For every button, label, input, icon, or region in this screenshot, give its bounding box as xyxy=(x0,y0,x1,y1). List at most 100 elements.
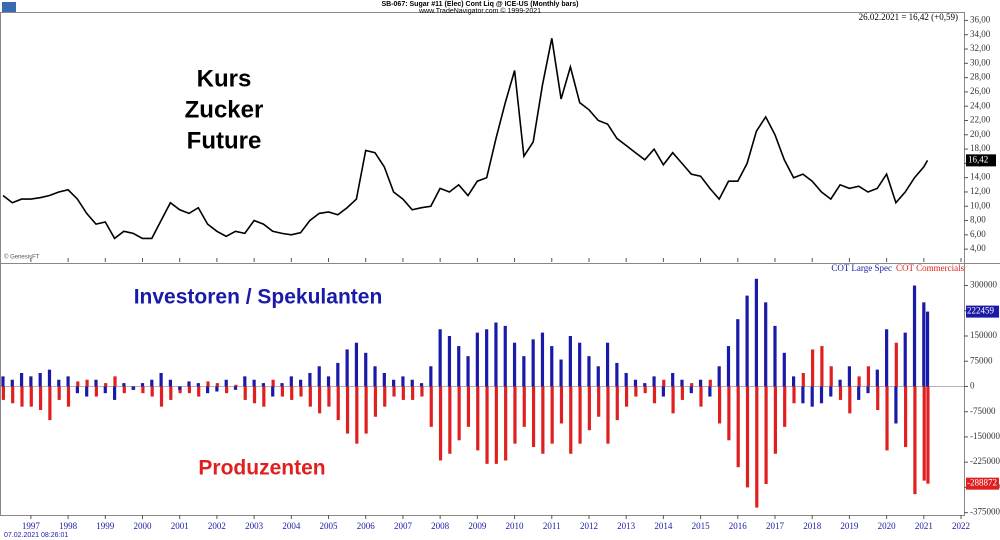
bar xyxy=(652,376,656,387)
x-tick-label: 2019 xyxy=(840,521,859,531)
bar xyxy=(587,386,591,431)
bar xyxy=(764,302,768,387)
x-tick-label: 2007 xyxy=(394,521,413,531)
legend-entry: COT Large Spec xyxy=(831,263,892,273)
bar xyxy=(559,359,563,387)
bar xyxy=(671,386,675,414)
bar xyxy=(299,386,303,397)
bar xyxy=(494,322,498,387)
bar xyxy=(354,342,359,387)
bar xyxy=(150,379,154,387)
bar xyxy=(410,379,414,387)
bar xyxy=(224,379,228,387)
bar xyxy=(466,356,470,387)
bar xyxy=(373,366,377,387)
y-tick-label: 0 xyxy=(970,381,975,391)
bar xyxy=(885,386,889,451)
bar xyxy=(262,386,266,407)
bar xyxy=(698,379,703,387)
x-tick-label: 2014 xyxy=(654,521,673,531)
bar xyxy=(783,386,787,427)
y-tick-label: 32,00 xyxy=(970,43,991,53)
bar xyxy=(150,386,154,397)
bar xyxy=(419,383,424,387)
bar xyxy=(289,376,293,387)
bar xyxy=(122,383,126,387)
bar xyxy=(457,386,461,441)
x-tick-label: 2008 xyxy=(431,521,450,531)
bar xyxy=(680,386,684,400)
bar xyxy=(597,386,601,417)
bar xyxy=(690,383,694,387)
bar xyxy=(736,319,740,387)
bar xyxy=(801,373,805,387)
bar xyxy=(578,386,582,444)
bar xyxy=(801,386,805,404)
y-tick-label: 10,00 xyxy=(970,200,991,210)
bar xyxy=(912,285,917,387)
bar xyxy=(904,386,908,448)
bar xyxy=(541,386,545,454)
bar xyxy=(847,366,852,387)
bar xyxy=(261,383,266,387)
bar xyxy=(643,386,647,394)
bar xyxy=(624,386,629,407)
bar xyxy=(373,386,378,417)
x-tick-label: 2022 xyxy=(952,521,970,531)
x-tick-label: 2021 xyxy=(915,521,933,531)
bar xyxy=(355,386,359,444)
bar xyxy=(476,386,480,451)
y-tick-label: 12,00 xyxy=(970,186,991,196)
bar xyxy=(215,386,219,392)
x-tick-label: 2010 xyxy=(506,521,525,531)
bar xyxy=(336,362,340,387)
x-tick-label: 2004 xyxy=(282,521,301,531)
bar xyxy=(522,386,526,427)
bar xyxy=(773,386,777,454)
y-tick-label: 150000 xyxy=(970,330,998,340)
bar xyxy=(680,379,684,387)
bar xyxy=(689,386,693,394)
bar xyxy=(76,381,80,387)
bar xyxy=(233,386,238,390)
last-value-label: 16,42 xyxy=(968,154,988,164)
bar xyxy=(29,386,33,407)
bar xyxy=(606,386,610,444)
y-tick-label: 300000 xyxy=(970,280,998,290)
bar xyxy=(782,352,786,387)
bar xyxy=(773,325,777,387)
bar xyxy=(512,342,517,387)
y-tick-label: -75000 xyxy=(970,406,996,416)
bar xyxy=(727,386,731,441)
bar xyxy=(926,386,930,484)
bar xyxy=(197,386,201,397)
bar xyxy=(326,376,331,387)
header-title: SB-067: Sugar #11 (Elec) Cont Liq @ ICE-… xyxy=(381,1,578,8)
bar xyxy=(736,386,740,468)
bar xyxy=(122,386,126,394)
annotation: Produzenten xyxy=(198,457,325,480)
bar xyxy=(925,311,930,387)
bar xyxy=(104,383,108,387)
last-value-box xyxy=(966,305,999,318)
bar xyxy=(94,386,98,397)
bar xyxy=(243,376,247,387)
bar xyxy=(66,376,70,387)
bar xyxy=(671,373,675,387)
bar xyxy=(57,386,61,400)
bar xyxy=(169,386,173,400)
bar xyxy=(531,339,535,387)
bar xyxy=(392,386,396,397)
bar xyxy=(383,386,387,407)
y-tick-label: 4,00 xyxy=(970,243,986,253)
bar xyxy=(699,386,703,407)
bar xyxy=(271,379,275,387)
annotation: Kurs xyxy=(197,65,252,92)
bar xyxy=(113,376,117,387)
bar xyxy=(569,386,573,454)
y-tick-label: -375000 xyxy=(970,507,1000,517)
x-tick-label: 2002 xyxy=(208,521,226,531)
bar xyxy=(382,373,386,387)
bar xyxy=(336,386,340,421)
y-tick-label: 8,00 xyxy=(970,215,986,225)
